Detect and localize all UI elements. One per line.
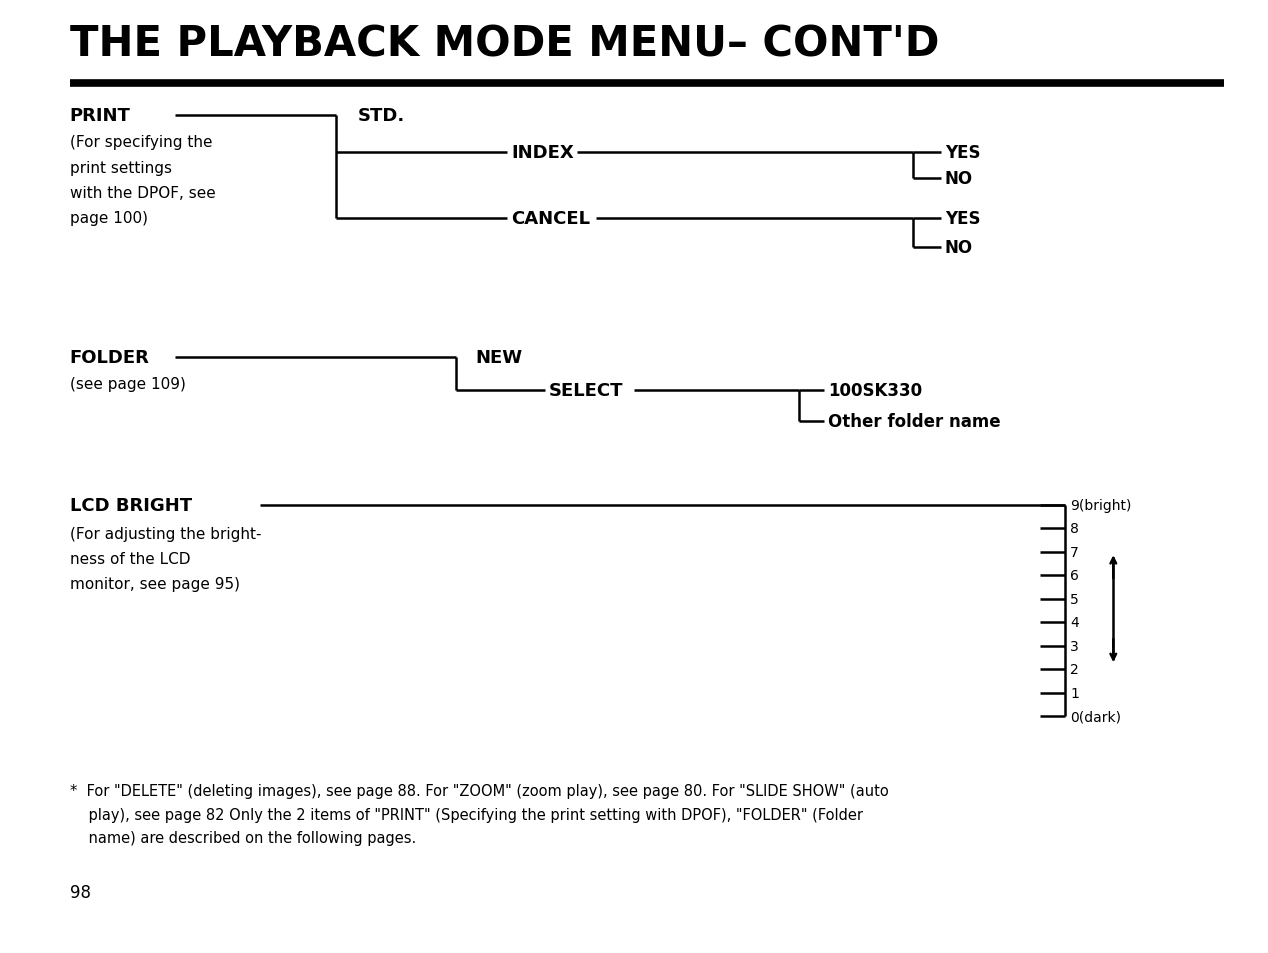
Text: 2: 2 — [1070, 662, 1079, 677]
Text: SELECT: SELECT — [549, 382, 624, 399]
Text: STD.: STD. — [358, 108, 404, 125]
Text: 5: 5 — [1070, 592, 1079, 606]
Text: NO: NO — [945, 239, 973, 256]
Text: INDEX: INDEX — [511, 144, 573, 161]
Text: 7: 7 — [1070, 545, 1079, 559]
Text: THE PLAYBACK MODE MENU– CONT'D: THE PLAYBACK MODE MENU– CONT'D — [70, 24, 940, 66]
Text: CANCEL: CANCEL — [511, 211, 590, 228]
Text: 98: 98 — [70, 882, 91, 901]
Text: 0(dark): 0(dark) — [1070, 710, 1121, 723]
Text: NEW: NEW — [476, 349, 522, 366]
Text: 1: 1 — [1070, 686, 1079, 700]
Text: 8: 8 — [1070, 521, 1079, 536]
Text: FOLDER: FOLDER — [70, 349, 150, 366]
Text: *  For "DELETE" (deleting images), see page 88. For "ZOOM" (zoom play), see page: * For "DELETE" (deleting images), see pa… — [70, 783, 889, 845]
Text: NO: NO — [945, 171, 973, 188]
Text: YES: YES — [945, 144, 980, 161]
Text: PRINT: PRINT — [70, 108, 131, 125]
Text: 100SK330: 100SK330 — [828, 382, 922, 399]
Text: (For specifying the
print settings
with the DPOF, see
page 100): (For specifying the print settings with … — [70, 135, 216, 226]
Text: 6: 6 — [1070, 569, 1079, 582]
Text: (For adjusting the bright-
ness of the LCD
monitor, see page 95): (For adjusting the bright- ness of the L… — [70, 526, 261, 592]
Text: Other folder name: Other folder name — [828, 413, 1000, 430]
Text: 3: 3 — [1070, 639, 1079, 653]
Text: 4: 4 — [1070, 616, 1079, 630]
Text: 9(bright): 9(bright) — [1070, 498, 1131, 512]
Text: LCD BRIGHT: LCD BRIGHT — [70, 497, 191, 514]
Text: YES: YES — [945, 211, 980, 228]
Text: (see page 109): (see page 109) — [70, 376, 185, 392]
